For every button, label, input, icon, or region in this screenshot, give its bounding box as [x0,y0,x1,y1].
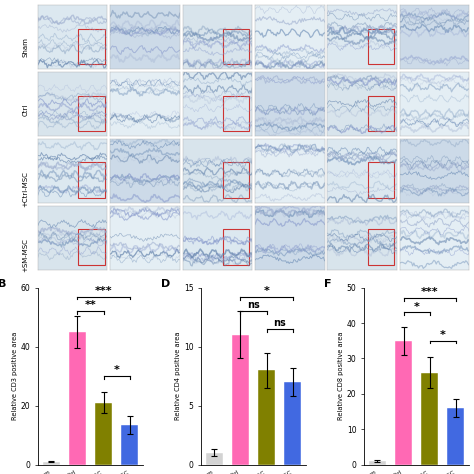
Bar [368,28,394,64]
Text: ***: *** [95,286,112,296]
Bar [95,402,112,465]
Bar [369,461,386,465]
Text: **: ** [85,301,96,310]
Bar [368,163,394,198]
Text: *: * [414,301,419,311]
Bar [223,163,249,198]
Text: D: D [161,279,170,289]
Bar [78,163,105,198]
Bar [284,382,301,465]
Y-axis label: Sham: Sham [22,37,28,57]
Bar [43,462,60,465]
Bar [78,229,105,265]
Bar [223,96,249,131]
Bar [395,341,412,465]
Bar [447,408,465,465]
Y-axis label: +SM-MSC: +SM-MSC [22,238,28,272]
Text: B: B [0,279,6,289]
Y-axis label: +Ctrl-MSC: +Ctrl-MSC [22,171,28,207]
Bar [258,370,275,465]
Bar [232,335,249,465]
Bar [223,229,249,265]
Y-axis label: Relative CD8 positive area: Relative CD8 positive area [338,332,344,420]
Text: ***: *** [421,287,438,297]
Bar [223,28,249,64]
Y-axis label: Relative CD3 positive area: Relative CD3 positive area [12,332,18,420]
Y-axis label: Ctrl: Ctrl [22,104,28,116]
Bar [421,373,438,465]
Bar [206,453,223,465]
Bar [69,332,86,465]
Text: ns: ns [247,301,260,310]
Text: F: F [324,279,332,289]
Bar [121,425,138,465]
Text: ns: ns [273,318,286,328]
Bar [368,229,394,265]
Y-axis label: Relative CD4 positive area: Relative CD4 positive area [175,332,181,420]
Bar [78,28,105,64]
Bar [368,96,394,131]
Text: *: * [440,330,446,340]
Text: *: * [264,286,270,296]
Text: *: * [114,365,119,375]
Bar [78,96,105,131]
